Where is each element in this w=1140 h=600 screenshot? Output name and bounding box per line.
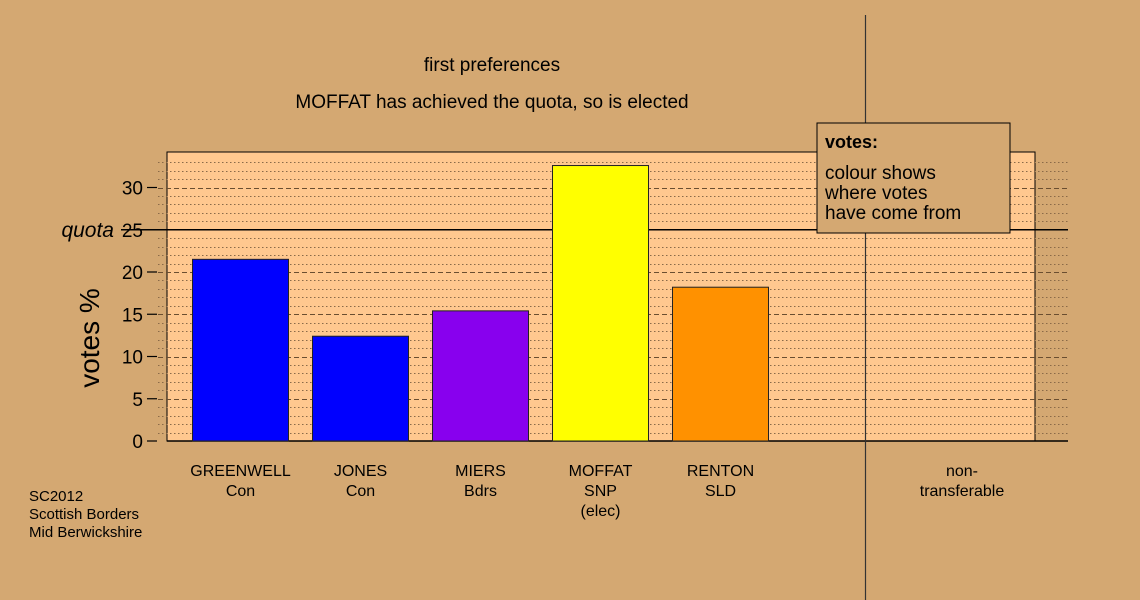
legend-line-1: colour shows <box>825 163 936 184</box>
source-note: SC2012 Scottish Borders Mid Berwickshire <box>29 488 142 541</box>
bar-moffat <box>552 165 649 442</box>
category-label-line: SLD <box>705 483 736 500</box>
bars <box>192 165 769 442</box>
category-label-renton: RENTON SLD <box>687 463 754 500</box>
chart-title: first preferences <box>424 55 560 76</box>
category-label-line: non- <box>946 463 978 480</box>
category-label-line: Bdrs <box>464 483 497 500</box>
bar-miers <box>432 310 529 442</box>
source-line-council: Scottish Borders <box>29 506 139 523</box>
category-label-moffat: MOFFAT SNP (elec) <box>569 463 633 520</box>
y-axis-label: votes % <box>74 288 105 388</box>
category-label-line: RENTON <box>687 463 754 480</box>
category-label-line: transferable <box>920 483 1005 500</box>
bar-jones <box>312 335 409 442</box>
legend-box: votes: colour shows where votes have com… <box>816 122 1011 234</box>
y-tick-label: 5 <box>132 390 143 411</box>
bar-renton <box>672 286 769 442</box>
y-tick-label: 10 <box>122 348 143 369</box>
category-label-line: Con <box>346 483 375 500</box>
category-label-line: JONES <box>334 463 387 480</box>
category-label-miers: MIERS Bdrs <box>455 463 506 500</box>
y-tick-label: 20 <box>122 263 143 284</box>
legend-line-2: where votes <box>824 183 927 204</box>
source-line-year: SC2012 <box>29 488 83 505</box>
quota-label: quota <box>61 219 114 242</box>
source-line-ward: Mid Berwickshire <box>29 524 142 541</box>
legend-line-3: have come from <box>825 203 961 224</box>
chart-subtitle: MOFFAT has achieved the quota, so is ele… <box>295 92 688 113</box>
y-tick-label: 0 <box>132 432 143 453</box>
legend-title: votes: <box>825 132 878 152</box>
y-ticks: 0 5 10 15 20 25 30 <box>122 179 157 453</box>
y-tick-label: 25 <box>122 221 143 242</box>
category-label-line: MOFFAT <box>569 463 633 480</box>
category-label-non-transferable: non-transferable <box>920 463 1005 500</box>
legend-frame <box>816 122 1011 234</box>
category-label-line: SNP <box>584 483 617 500</box>
y-tick-label: 15 <box>122 305 143 326</box>
category-label-line: GREENWELL <box>190 463 291 480</box>
y-tick-label: 30 <box>122 179 143 200</box>
category-label-line: MIERS <box>455 463 506 480</box>
category-label-jones: JONES Con <box>334 463 387 500</box>
bar-greenwell <box>192 258 289 442</box>
category-label-line: Con <box>226 483 255 500</box>
category-label-line: (elec) <box>580 503 620 520</box>
category-labels: GREENWELL Con JONES Con MIERS Bdrs MOFFAT SNP (e… <box>190 463 1004 520</box>
category-label-greenwell: GREENWELL Con <box>190 463 291 500</box>
